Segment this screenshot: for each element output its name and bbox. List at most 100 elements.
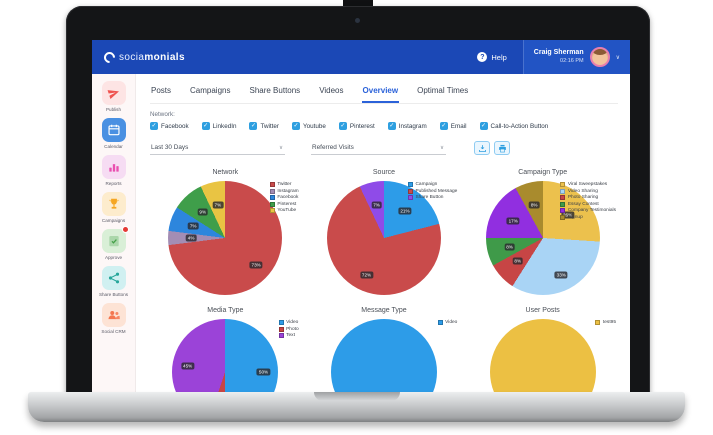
- filters-row: Last 30 Days ∨ Referred Visits ∨: [150, 141, 618, 155]
- user-time: 02:16 PM: [560, 57, 584, 64]
- legend-label: Video Sharing: [567, 188, 598, 194]
- avatar: [589, 47, 610, 67]
- sidebar-item-label: Reports: [105, 181, 122, 186]
- webcam-icon: [355, 18, 360, 23]
- pie-slice-label: 7%: [371, 201, 382, 209]
- brand-logo[interactable]: sociamonials: [101, 49, 185, 65]
- pie-slice-label: 7%: [187, 222, 199, 230]
- legend-label: Photo Sharing: [567, 195, 599, 200]
- pie-slice-label: 45%: [181, 362, 195, 370]
- legend-item-essay-contest: Essay Contest: [560, 201, 616, 207]
- sidebar-item-social-crm[interactable]: Social CRM: [92, 303, 135, 334]
- user-name: Craig Sherman: [533, 49, 584, 57]
- chevron-down-icon: ∨: [278, 144, 283, 151]
- pie-area: 100%: [489, 319, 596, 392]
- people-icon: [101, 303, 126, 327]
- chart-campaign-type: Campaign Type 26% 33% 8% 8% 17% 8% Viral Sweeps…: [467, 169, 618, 295]
- pie-slice-label: 8%: [504, 243, 515, 250]
- sidebar-item-publish[interactable]: Publish: [92, 81, 135, 112]
- sidebar-item-reports[interactable]: Reports: [92, 155, 135, 186]
- tab-posts[interactable]: Posts: [151, 86, 172, 95]
- pie-area: 100%: [330, 319, 437, 392]
- metric-select[interactable]: Referred Visits ∨: [311, 142, 446, 155]
- help-button[interactable]: ? Help: [477, 52, 507, 62]
- tab-videos[interactable]: Videos: [319, 86, 344, 95]
- network-checkbox-call-to-action-button[interactable]: ✓ Call-to-Action Button: [479, 122, 549, 130]
- legend-item-video: Video: [278, 320, 299, 325]
- legend-swatch: [595, 320, 601, 325]
- tab-optimal-times[interactable]: Optimal Times: [417, 86, 469, 95]
- legend-item-photo: Photo: [278, 326, 299, 332]
- sidebar-item-label: Share Buttons: [98, 292, 129, 297]
- tab-campaigns[interactable]: Campaigns: [190, 86, 231, 95]
- legend-item-facebook: Facebook: [269, 195, 299, 200]
- pie-slice-label: 26%: [560, 211, 575, 219]
- legend-label: YouTube: [277, 208, 297, 213]
- checkbox-label: Youtube: [303, 122, 326, 130]
- legend-swatch: [278, 320, 284, 325]
- checkbox-checked-icon: ✓: [387, 122, 396, 130]
- chevron-down-icon: ∨: [439, 144, 444, 151]
- help-label: Help: [491, 52, 507, 62]
- legend-label: test95: [602, 320, 616, 325]
- chart-user-posts: User Posts 100% test95: [467, 307, 618, 392]
- checkbox-label: Call-to-Action Button: [490, 122, 549, 130]
- sidebar-item-label: Calendar: [104, 144, 123, 149]
- export-button[interactable]: [474, 141, 490, 155]
- chart-title: User Posts: [525, 307, 560, 314]
- pie-slice-label: 33%: [554, 271, 568, 279]
- legend-swatch: [269, 201, 275, 207]
- legend-item-campaign: Campaign: [407, 182, 457, 187]
- sidebar-item-calendar[interactable]: Calendar: [92, 118, 135, 149]
- network-checkbox-twitter[interactable]: ✓ Twitter: [249, 122, 279, 130]
- sidebar-item-campaigns[interactable]: Campaigns: [92, 192, 135, 223]
- brand-logo-text: sociamonials: [119, 51, 185, 63]
- pie-source: [326, 181, 441, 295]
- legend-swatch: [269, 188, 275, 194]
- chart-title: Message Type: [361, 307, 407, 314]
- sidebar-item-label: Campaigns: [101, 218, 126, 223]
- legend-swatch: [560, 188, 566, 194]
- legend-item-photo-sharing: Photo Sharing: [560, 195, 616, 200]
- legend-swatch: [560, 214, 566, 220]
- pie-media-type: [172, 319, 279, 392]
- pie-slice-label: 17%: [506, 217, 520, 225]
- chart-title: Media Type: [207, 307, 244, 314]
- chart-legend: Twitter Instagram Facebook Pinterest YouTube: [269, 182, 299, 215]
- legend-swatch: [407, 182, 413, 187]
- network-checkbox-email[interactable]: ✓ Email: [439, 122, 467, 130]
- pie-area: 50%5%45%: [172, 319, 279, 392]
- tabs-row: Posts Campaigns Share Buttons Videos Overvie…: [150, 82, 618, 104]
- main-content: Posts Campaigns Share Buttons Videos Overvie…: [136, 74, 630, 392]
- print-button[interactable]: [494, 141, 510, 155]
- pie-user-posts: [489, 319, 596, 392]
- tab-overview[interactable]: Overview: [361, 82, 400, 103]
- network-checkbox-instagram[interactable]: ✓ Instagram: [387, 122, 427, 130]
- network-checkbox-youtube[interactable]: ✓ Youtube: [292, 122, 326, 130]
- sidebar-item-approve[interactable]: Approve: [92, 226, 135, 260]
- network-checkbox-pinterest[interactable]: ✓ Pinterest: [338, 122, 375, 130]
- chart-legend: Campaign Published Message Share Button: [407, 182, 457, 202]
- legend-label: Company Testimonials: [567, 208, 616, 213]
- date-range-select[interactable]: Last 30 Days ∨: [150, 142, 285, 155]
- pie-slice-label: 50%: [256, 368, 271, 376]
- chart-message-type: Message Type 100% Video: [309, 307, 460, 392]
- chart-bars-icon: [101, 155, 126, 179]
- share-icon: [101, 266, 126, 290]
- legend-label: Text: [286, 333, 295, 338]
- checkbox-checked-icon: ✓: [150, 122, 158, 130]
- pie-area: 73% 4% 7% 9% 7%: [168, 181, 283, 295]
- network-checkbox-linkedin[interactable]: ✓ LinkedIn: [201, 122, 236, 130]
- pie-message-type: [330, 319, 437, 392]
- sidebar-item-share-buttons[interactable]: Share Buttons: [92, 266, 135, 297]
- trophy-icon: [101, 192, 126, 216]
- legend-label: Instagram: [277, 188, 299, 194]
- tab-share-buttons[interactable]: Share Buttons: [249, 86, 301, 95]
- laptop-lid-notch: [314, 392, 400, 401]
- legend-item-test95: test95: [595, 320, 616, 325]
- network-checkbox-facebook[interactable]: ✓ Facebook: [150, 122, 189, 130]
- sidebar-item-label: Approve: [104, 255, 123, 260]
- user-menu[interactable]: Craig Sherman 02:16 PM ∨: [522, 40, 630, 74]
- chevron-down-icon: ∨: [615, 54, 620, 61]
